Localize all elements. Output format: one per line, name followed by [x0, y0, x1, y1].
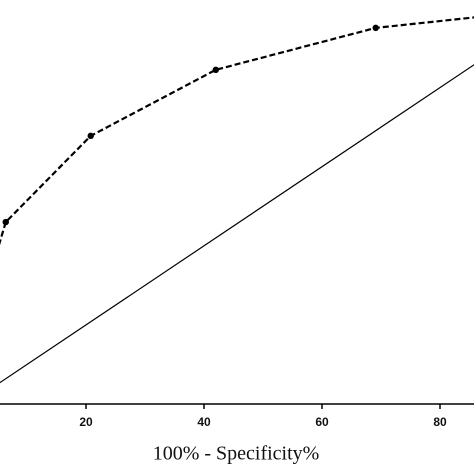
- point: [372, 24, 379, 32]
- x-tick-label: 40: [197, 415, 211, 429]
- x-axis-label: 100% - Specificity%: [153, 443, 320, 465]
- x-tick-label: 80: [433, 415, 447, 429]
- point: [2, 218, 9, 226]
- point: [87, 132, 94, 140]
- x-tick-label: 60: [315, 415, 329, 429]
- x-tick-label: 20: [79, 415, 93, 429]
- point: [212, 66, 219, 74]
- roc-line: [0, 16, 474, 246]
- reference-line: [0, 64, 474, 384]
